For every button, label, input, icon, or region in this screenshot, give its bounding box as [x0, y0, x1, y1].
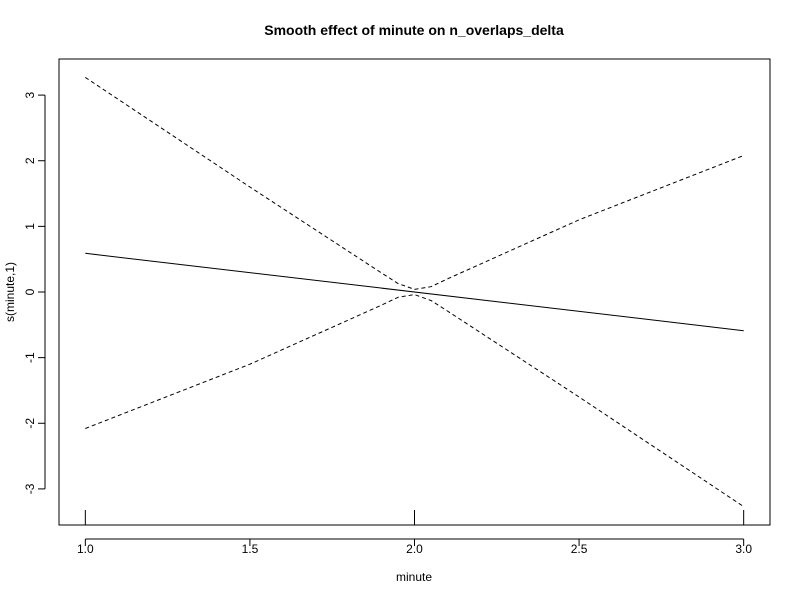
- rug-marks: [84, 510, 745, 525]
- y-tick-label: 1: [23, 223, 37, 230]
- x-tick-label: 2.0: [406, 542, 423, 556]
- y-tick-label: -3: [23, 483, 37, 494]
- y-tick-label: 2: [23, 157, 37, 164]
- x-tick-label: 2.5: [571, 542, 588, 556]
- y-tick-label: -1: [23, 352, 37, 363]
- series-group: [85, 76, 744, 508]
- x-axis-title: minute: [396, 570, 432, 584]
- confidence-band-line: [85, 294, 744, 508]
- x-tick-label: 3.0: [735, 542, 752, 556]
- confidence-band-line: [85, 76, 744, 290]
- y-axis: -3 -2 -1 0 1 2 3: [23, 91, 46, 494]
- smooth-estimate-line: [85, 252, 744, 332]
- y-tick-label: -2: [23, 418, 37, 429]
- x-tick-label: 1.5: [242, 542, 259, 556]
- y-tick-label: 3: [23, 91, 37, 98]
- x-tick-label: 1.0: [77, 542, 94, 556]
- chart-title: Smooth effect of minute on n_overlaps_de…: [264, 22, 564, 38]
- y-axis-title: s(minute,1): [3, 262, 17, 322]
- x-axis: 1.0 1.5 2.0 2.5 3.0: [77, 538, 752, 556]
- y-tick-label: 0: [23, 288, 37, 295]
